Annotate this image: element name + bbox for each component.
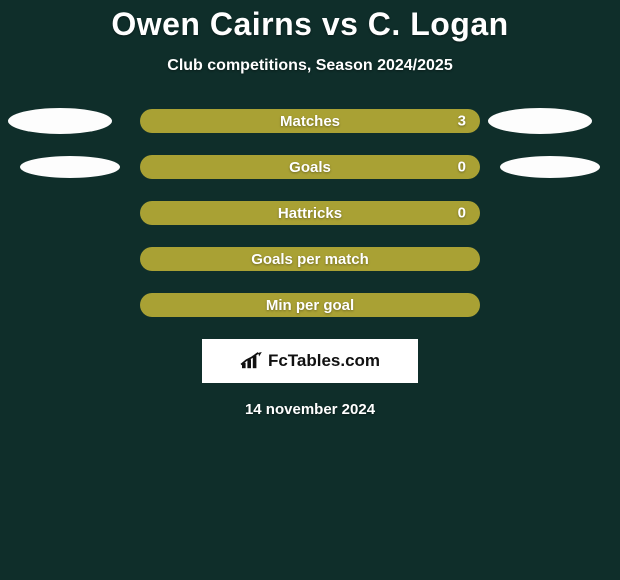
stat-rows: Matches 3 Goals 0 Hattricks 0 Goals per match M…: [0, 109, 620, 317]
chart-icon: [240, 352, 262, 370]
brand-fc: Fc: [268, 351, 288, 370]
stat-row: Hattricks 0: [0, 201, 620, 225]
stat-label: Goals per match: [251, 251, 369, 268]
stat-label: Hattricks: [278, 205, 342, 222]
brand-tables: Tables: [288, 351, 341, 370]
stat-row: Goals per match: [0, 247, 620, 271]
stat-label: Matches: [280, 113, 340, 130]
brand-text: FcTables.com: [268, 351, 380, 371]
brand-dotcom: .com: [340, 351, 380, 370]
stat-bar: Hattricks 0: [140, 201, 480, 225]
subtitle: Club competitions, Season 2024/2025: [0, 57, 620, 75]
player2-name: C. Logan: [368, 6, 509, 42]
date-label: 14 november 2024: [0, 401, 620, 418]
stat-bar: Min per goal: [140, 293, 480, 317]
stat-value: 3: [458, 113, 466, 130]
left-ellipse: [8, 108, 112, 134]
stat-bar: Goals 0: [140, 155, 480, 179]
stat-row: Matches 3: [0, 109, 620, 133]
stat-value: 0: [458, 205, 466, 222]
right-ellipse: [500, 156, 600, 178]
brand-logo: FcTables.com: [202, 339, 418, 383]
stat-row: Goals 0: [0, 155, 620, 179]
left-ellipse: [20, 156, 120, 178]
stat-row: Min per goal: [0, 293, 620, 317]
player1-name: Owen Cairns: [111, 6, 312, 42]
stat-bar: Matches 3: [140, 109, 480, 133]
stat-label: Min per goal: [266, 297, 354, 314]
stat-label: Goals: [289, 159, 331, 176]
stat-bar: Goals per match: [140, 247, 480, 271]
page-title: Owen Cairns vs C. Logan: [0, 0, 620, 43]
right-ellipse: [488, 108, 592, 134]
stat-value: 0: [458, 159, 466, 176]
vs-separator: vs: [322, 6, 359, 42]
comparison-card: Owen Cairns vs C. Logan Club competition…: [0, 0, 620, 580]
